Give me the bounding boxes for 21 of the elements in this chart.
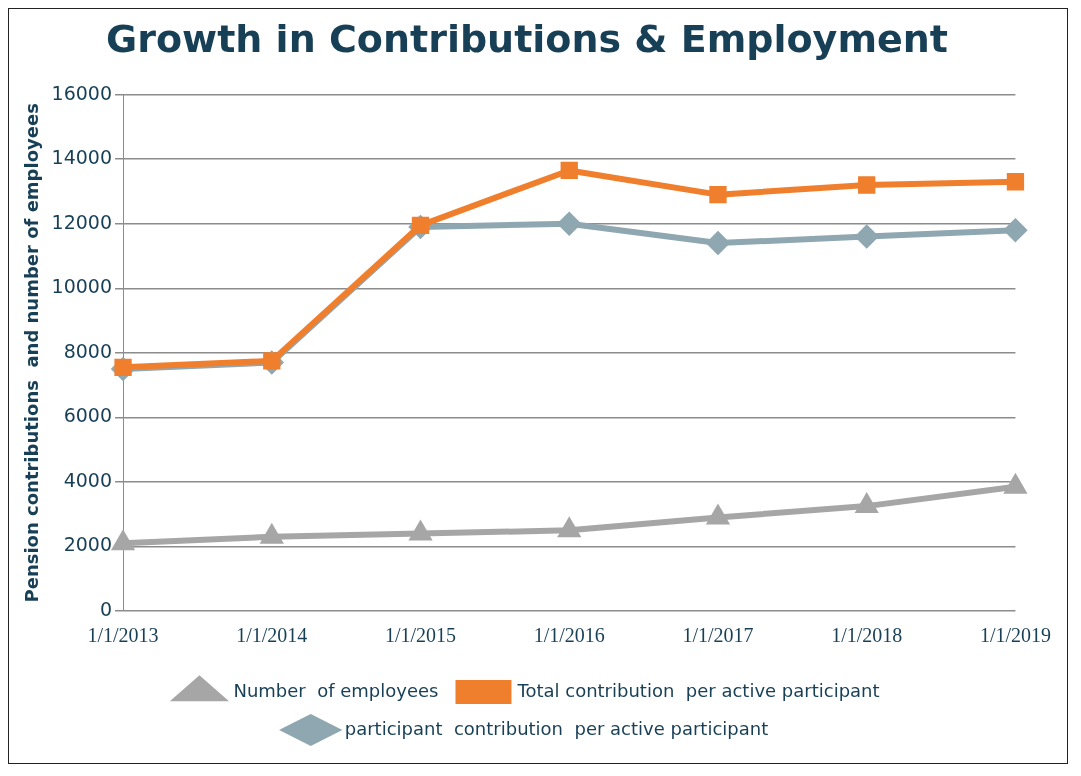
x-tick-label: 1/1/2015	[384, 624, 457, 647]
y-tick-label: 6000	[63, 404, 113, 427]
legend-label: Total contribution per active participant	[516, 679, 880, 701]
x-tick-label: 1/1/2016	[533, 624, 605, 647]
x-tick-label: 1/1/2014	[236, 624, 308, 647]
y-tick-label: 16000	[51, 81, 113, 104]
y-tick-label: 0	[99, 597, 113, 620]
x-tick-label: 1/1/2013	[87, 624, 159, 647]
y-axis-title: Pension contributions and number of employees	[21, 103, 43, 603]
y-tick-label: 14000	[51, 146, 113, 169]
chart-title: Growth in Contributions & Employment	[106, 16, 948, 61]
x-tick-label: 1/1/2017	[682, 624, 754, 647]
y-tick-label: 10000	[51, 275, 113, 298]
y-tick-label: 2000	[63, 533, 113, 556]
x-tick-label: 1/1/2018	[831, 624, 903, 647]
x-tick-label: 1/1/2019	[979, 624, 1052, 647]
legend-label: Number of employees	[233, 679, 439, 701]
y-tick-label: 12000	[51, 210, 113, 233]
y-tick-label: 4000	[63, 468, 113, 491]
y-tick-label: 8000	[63, 339, 113, 362]
legend-label: participant contribution per active participant	[344, 717, 769, 739]
